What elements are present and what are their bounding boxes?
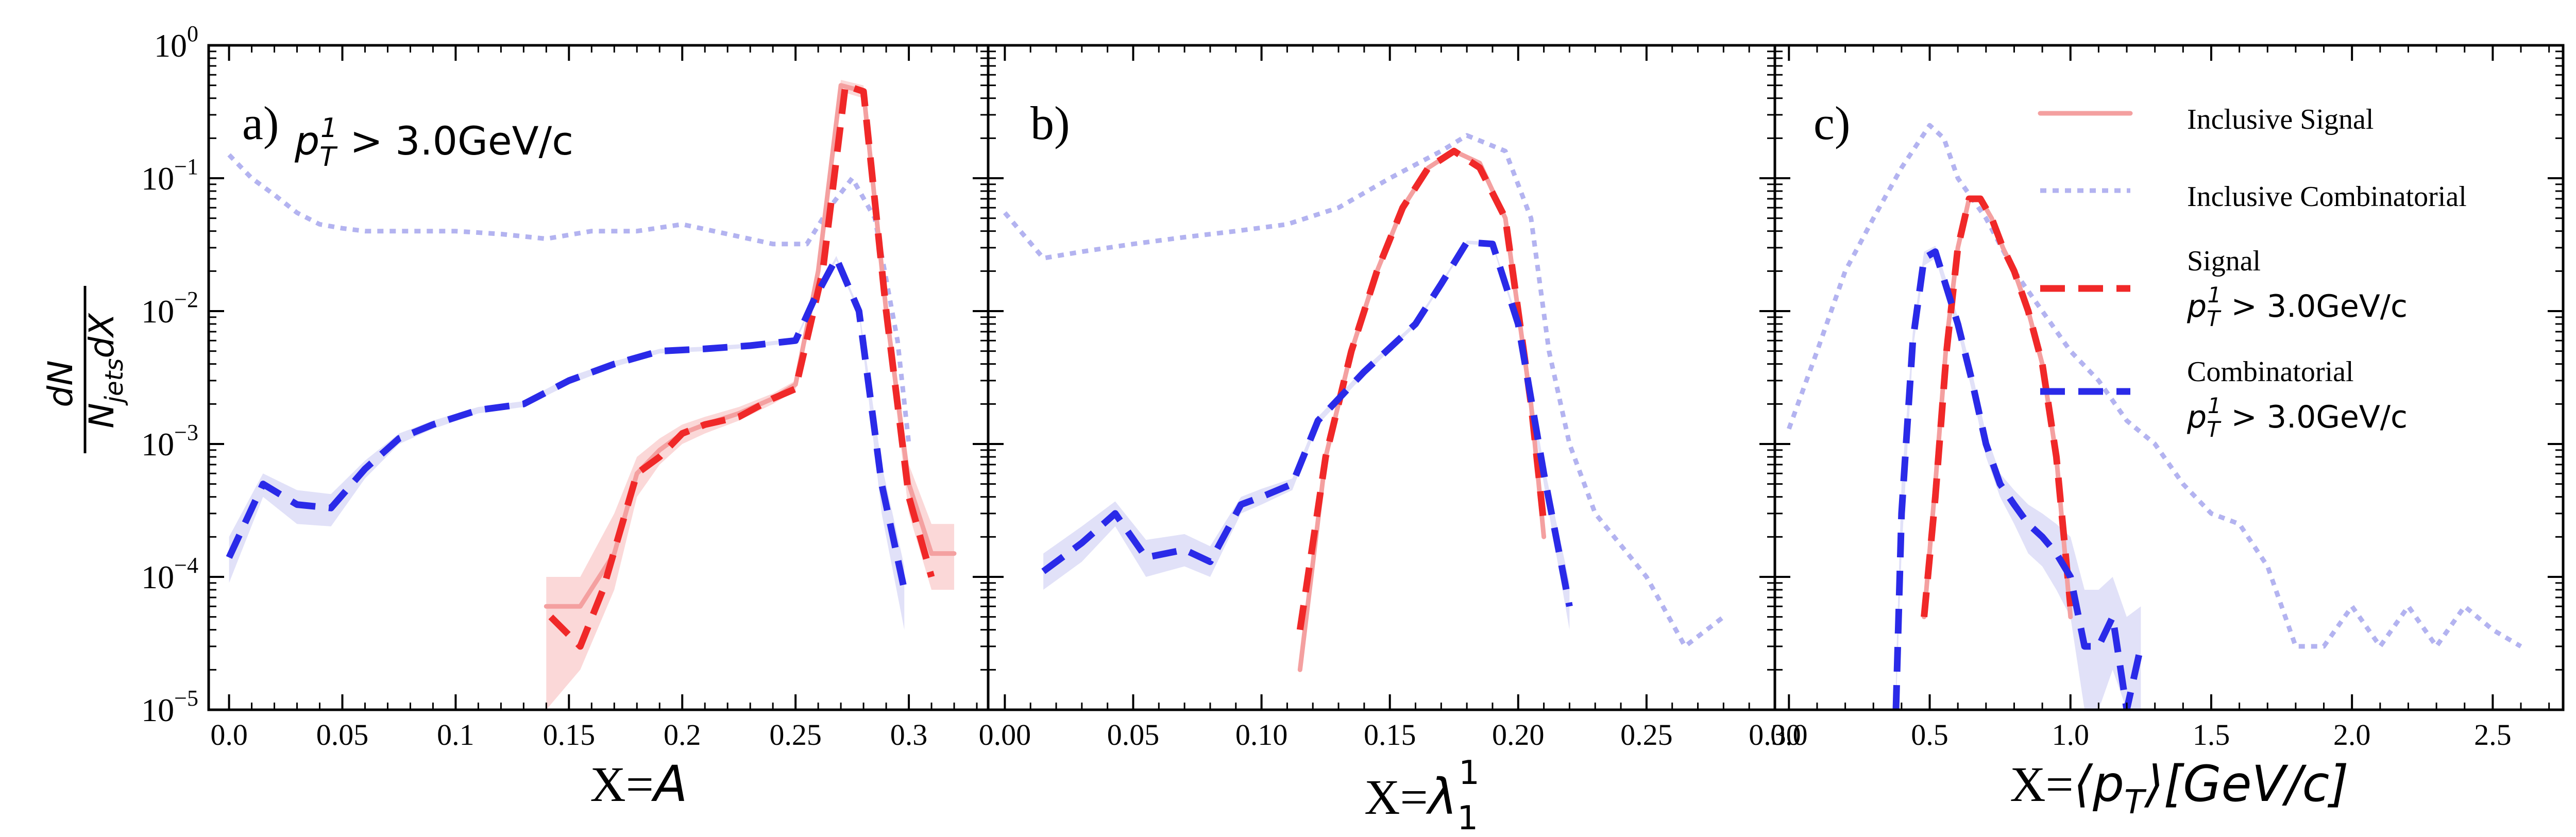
x-tick-label: 2.5 [2474, 718, 2512, 751]
series-inclusive-combinatorial-panel-1 [1003, 133, 1725, 649]
series-combinatorial-panel-1 [1041, 238, 1573, 607]
x-tick-label: 0.10 [1235, 718, 1288, 751]
band-combinatorial-panel-0 [229, 255, 905, 630]
x-tick-label: 0.25 [1620, 718, 1673, 751]
panel-label-a: a) [242, 97, 279, 149]
x-tick-label: 0.25 [769, 718, 822, 751]
legend-signal-cut: pT1 > 3.0GeV/c [2187, 282, 2408, 331]
band-combinatorial-panel-2 [1896, 246, 2141, 710]
y-axis-label: dN NjetsdX [41, 286, 129, 453]
y-tick-label: 100 [154, 21, 198, 64]
x-tick-label: 0.2 [664, 718, 701, 751]
legend-label-inclusive-signal: Inclusive Signal [2187, 104, 2374, 135]
y-label-numerator: dN [41, 360, 80, 407]
x-tick-label: 0.1 [437, 718, 474, 751]
series-combinatorial-panel-2 [1892, 248, 2144, 710]
x-tick-label: 0.15 [1364, 718, 1416, 751]
y-label-denominator-subscript: jets [100, 358, 129, 406]
svg-text:NjetsdX: NjetsdX [82, 313, 129, 429]
x-axis-label-c: X=⟨pT⟩[GeV/c] [2010, 755, 2349, 822]
y-tick-label: 10−1 [141, 154, 198, 197]
legend-label-inclusive-combinatorial: Inclusive Combinatorial [2187, 181, 2467, 213]
y-tick-label: 10−3 [141, 420, 198, 463]
x-tick-label: 0.5 [1911, 718, 1948, 751]
x-tick-label: 2.0 [2333, 718, 2371, 751]
y-tick-label: 10−2 [141, 287, 198, 330]
y-tick-labels: 100 10−1 10−2 10−3 10−4 10−5 [141, 21, 198, 728]
x-tick-label: 0.30 [1749, 718, 1801, 751]
x-axis-label-b: X=λ11 [1364, 754, 1480, 837]
series-inclusive-combinatorial-panel-2 [1787, 123, 2522, 649]
x-tick-label: 0.3 [890, 718, 928, 751]
y-tick-label: 10−4 [141, 553, 198, 595]
y-label-denominator-tail: dX [82, 313, 122, 358]
panel-label-c: c) [1814, 97, 1850, 149]
error-bands-layer [229, 80, 2141, 710]
y-label-denominator: N [82, 403, 122, 428]
x-tick-label: 1.5 [2193, 718, 2230, 751]
x-tick-label: 0.05 [316, 718, 369, 751]
legend-label-signal: Signal [2187, 245, 2261, 277]
x-tick-label: 0.0 [210, 718, 248, 751]
series-inclusive-combinatorial-panel-0 [227, 153, 911, 445]
series-lines-layer [226, 82, 2522, 710]
x-tick-label: 0.0 [1770, 718, 1808, 751]
text-layer: dN NjetsdX 100 10−1 10−2 10−3 10−4 10−5 X=A X… [41, 21, 2467, 837]
x-tick-label: 0.20 [1492, 718, 1545, 751]
legend: Inclusive Signal Inclusive Combinatorial… [2038, 104, 2467, 442]
x-tick-label: 0.00 [979, 718, 1031, 751]
x-axis-label-a: X=A [590, 755, 687, 813]
x-tick-label: 0.05 [1107, 718, 1160, 751]
y-tick-label: 10−5 [141, 686, 198, 728]
x-tick-label: 1.0 [2052, 718, 2090, 751]
legend-combinatorial-cut: pT1 > 3.0GeV/c [2187, 393, 2408, 442]
legend-label-combinatorial: Combinatorial [2187, 356, 2354, 388]
axes-frame-panel-2 [1773, 44, 2565, 711]
series-combinatorial-panel-0 [226, 254, 908, 591]
series-signal-panel-0 [548, 82, 935, 650]
panel-a-cut-annotation: pT1 > 3.0GeV/c [294, 113, 573, 173]
axes-layer: 0.0 0.05 0.1 0.15 0.2 0.25 0.3 0.00 0.05 0.10 0.15… [207, 44, 2565, 751]
axes-frame-panel-1 [987, 44, 1776, 711]
x-tick-label: 0.15 [543, 718, 596, 751]
panel-label-b: b) [1030, 97, 1070, 149]
band-inclusive-signal-panel-0 [546, 80, 954, 710]
